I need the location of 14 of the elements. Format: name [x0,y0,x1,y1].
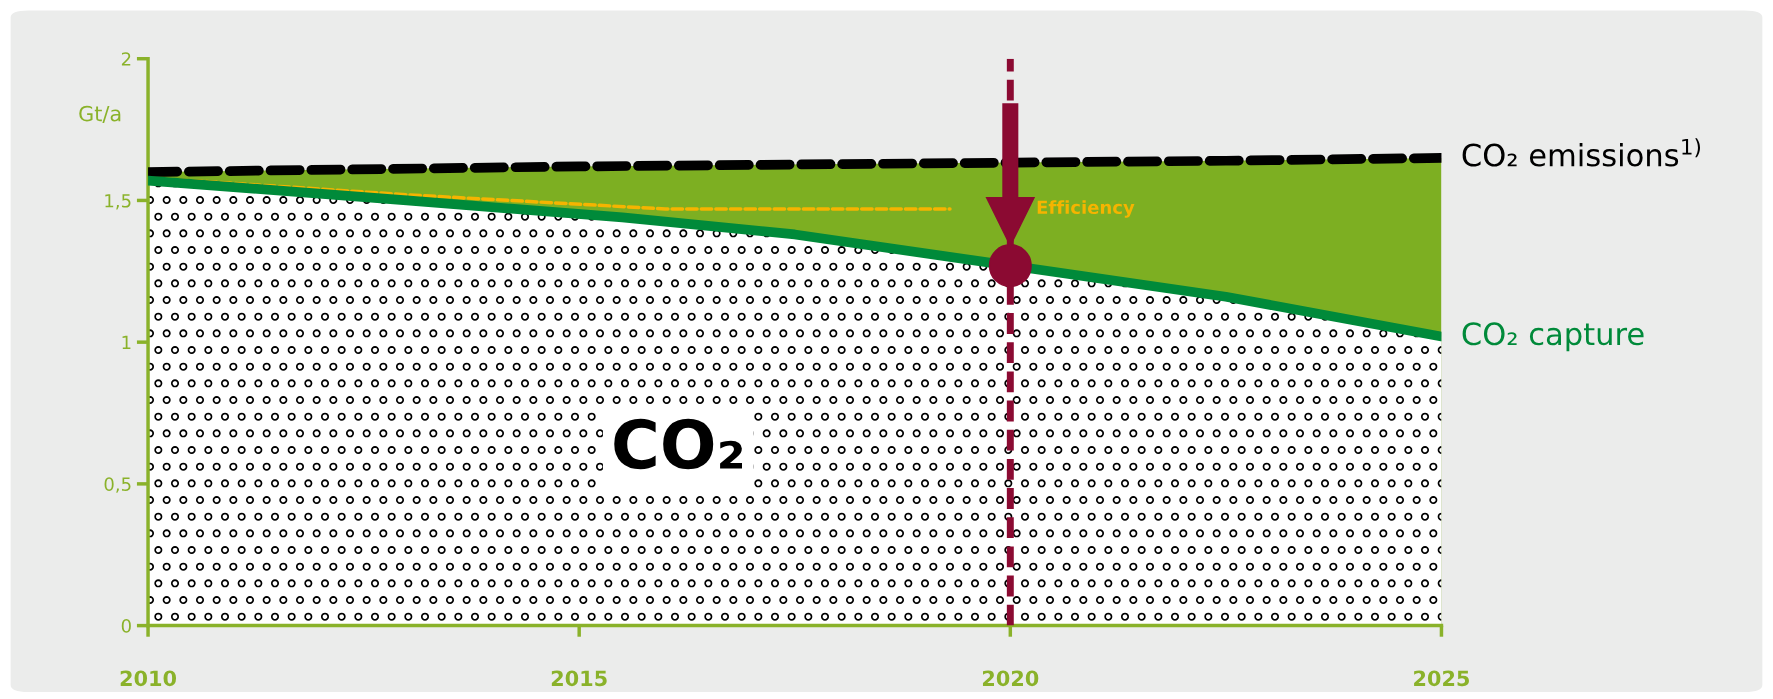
y-tick-label: 1 [122,335,131,350]
x-tick-label: 2020 [982,670,1039,687]
x-tick-label: 2025 [1414,670,1469,687]
series-label: CO₂ emissions$^{1)}$ [1462,138,1701,167]
y-tick-label: 1,5 [105,194,131,210]
series-label: CO₂ capture [1462,322,1644,352]
annotation: CO₂ [614,418,742,470]
y-tick-label: 0,5 [104,477,131,493]
x-tick-label: 2015 [551,670,607,687]
y-tick-label: 2 [121,52,131,66]
y-tick-label: 0 [121,619,131,633]
y-axis-title: Gt/a [79,105,121,124]
text: Efficiency [1037,200,1135,218]
x-tick-label: 2010 [120,670,177,687]
